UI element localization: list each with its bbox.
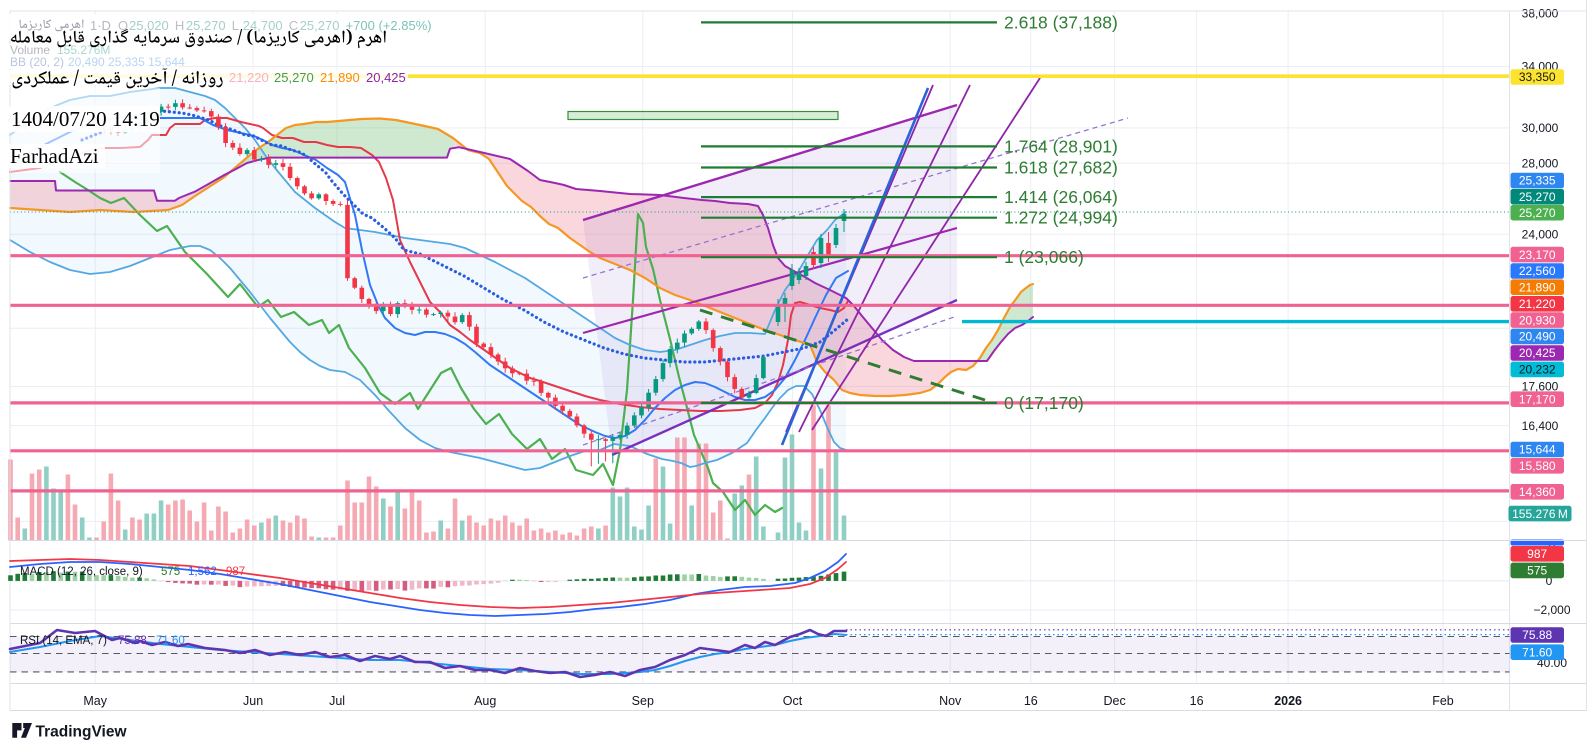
svg-text:1.618 (27,682): 1.618 (27,682) <box>1004 158 1118 178</box>
svg-text:+700 (+2.85%): +700 (+2.85%) <box>346 18 432 33</box>
svg-text:71.60: 71.60 <box>156 635 185 647</box>
svg-text:75.88: 75.88 <box>118 635 147 647</box>
svg-text:15,580: 15,580 <box>1519 459 1556 473</box>
svg-text:C: C <box>289 18 298 33</box>
svg-text:987: 987 <box>226 566 245 578</box>
svg-text:Aug: Aug <box>474 694 496 708</box>
svg-text:1·D: 1·D <box>90 18 111 33</box>
svg-text:38,000: 38,000 <box>1522 7 1559 21</box>
svg-text:25,270: 25,270 <box>274 70 314 85</box>
svg-text:TradingView: TradingView <box>36 724 128 741</box>
svg-text:25,270: 25,270 <box>186 18 226 33</box>
svg-text:71.60: 71.60 <box>1522 645 1552 659</box>
svg-text:28,000: 28,000 <box>1522 157 1559 171</box>
svg-text:1.272 (24,994): 1.272 (24,994) <box>1004 208 1118 228</box>
svg-text:BB (20, 2): BB (20, 2) <box>10 55 64 69</box>
svg-text:May: May <box>83 694 107 708</box>
svg-text:16: 16 <box>1024 694 1038 708</box>
svg-text:16: 16 <box>1190 694 1204 708</box>
svg-text:17,170: 17,170 <box>1519 392 1556 406</box>
svg-text:23,170: 23,170 <box>1519 248 1556 262</box>
svg-text:H: H <box>175 18 184 33</box>
svg-text:FarhadAzi: FarhadAzi <box>10 144 99 168</box>
svg-text:14,360: 14,360 <box>1519 485 1556 499</box>
svg-text:24,700: 24,700 <box>243 18 283 33</box>
svg-text:O: O <box>118 18 128 33</box>
svg-text:25,270: 25,270 <box>1519 190 1556 204</box>
svg-text:20,490: 20,490 <box>1519 330 1556 344</box>
svg-text:24,000: 24,000 <box>1522 227 1559 241</box>
svg-text:Nov: Nov <box>939 694 962 708</box>
svg-text:75.88: 75.88 <box>1522 628 1552 642</box>
svg-text:1404/07/20 14:19: 1404/07/20 14:19 <box>11 107 160 131</box>
svg-text:1.414 (26,064): 1.414 (26,064) <box>1004 187 1118 207</box>
svg-text:Feb: Feb <box>1432 694 1454 708</box>
svg-text:MACD (12, 26, close, 9): MACD (12, 26, close, 9) <box>20 566 143 578</box>
svg-text:575: 575 <box>161 566 180 578</box>
svg-text:25,020: 25,020 <box>129 18 169 33</box>
svg-text:20,425: 20,425 <box>1519 346 1556 360</box>
svg-text:20,425: 20,425 <box>366 70 406 85</box>
svg-text:20,930: 20,930 <box>1519 313 1556 327</box>
svg-text:22,560: 22,560 <box>1519 264 1556 278</box>
svg-text:Sep: Sep <box>632 694 654 708</box>
svg-text:RSI (14, EMA, 7): RSI (14, EMA, 7) <box>20 635 107 647</box>
svg-text:21,220: 21,220 <box>1519 297 1556 311</box>
svg-text:15,644: 15,644 <box>1519 443 1556 457</box>
svg-text:2.618 (37,188): 2.618 (37,188) <box>1004 12 1118 32</box>
svg-text:Dec: Dec <box>1103 694 1125 708</box>
svg-text:16,400: 16,400 <box>1522 419 1559 433</box>
svg-text:20,490 25,335 15,644: 20,490 25,335 15,644 <box>68 55 185 69</box>
svg-text:21,890: 21,890 <box>320 70 360 85</box>
svg-text:Jul: Jul <box>329 694 345 708</box>
svg-text:20,232: 20,232 <box>1519 363 1556 377</box>
svg-text:21,890: 21,890 <box>1519 280 1556 294</box>
svg-text:Jun: Jun <box>243 694 263 708</box>
svg-text:1.764 (28,901): 1.764 (28,901) <box>1004 136 1118 156</box>
svg-text:Oct: Oct <box>783 694 803 708</box>
svg-text:25,270: 25,270 <box>1519 206 1556 220</box>
svg-text:2026: 2026 <box>1274 694 1302 708</box>
svg-text:21,220: 21,220 <box>229 70 269 85</box>
svg-text:30,000: 30,000 <box>1522 121 1559 135</box>
svg-text:33,350: 33,350 <box>1519 70 1556 84</box>
svg-text:987: 987 <box>1527 547 1547 561</box>
svg-text:25,335: 25,335 <box>1519 174 1556 188</box>
svg-text:1 (23,066): 1 (23,066) <box>1004 247 1084 267</box>
svg-text:−2,000: −2,000 <box>1533 603 1570 617</box>
svg-text:155.276 M: 155.276 M <box>1512 507 1568 521</box>
svg-text:575: 575 <box>1527 564 1547 578</box>
svg-text:25,270: 25,270 <box>300 18 340 33</box>
svg-text:L: L <box>232 18 239 33</box>
svg-text:0 (17,170): 0 (17,170) <box>1004 393 1084 413</box>
svg-text:1,562: 1,562 <box>188 566 217 578</box>
